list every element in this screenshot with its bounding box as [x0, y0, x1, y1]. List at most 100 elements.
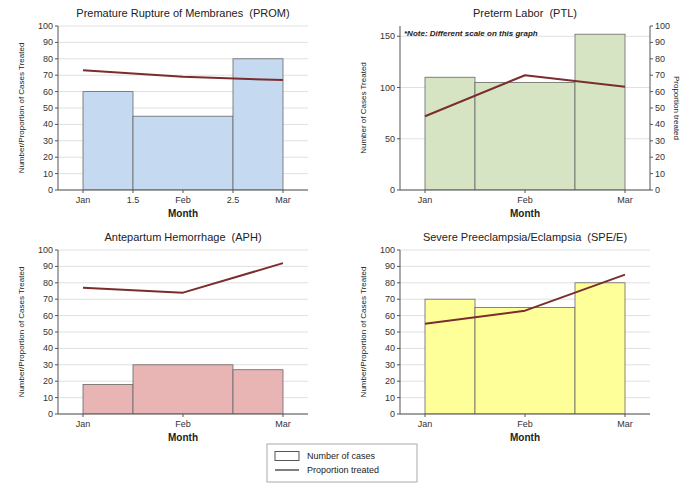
x-tick-label: Jan — [76, 195, 91, 205]
x-tick-label: 1.5 — [127, 195, 140, 205]
grid-line — [400, 266, 650, 267]
y2-label: Proportion treated — [672, 76, 681, 140]
y-tick-label: 50 — [385, 134, 395, 144]
y2-tick — [650, 157, 653, 158]
y2-tick-label: 100 — [655, 21, 670, 31]
y-tick — [55, 266, 58, 267]
y-tick-label: 0 — [48, 185, 53, 195]
y-tick — [55, 58, 58, 59]
y-tick — [55, 124, 58, 125]
y-tick-label: 10 — [385, 393, 395, 403]
y2-tick-label: 40 — [655, 119, 665, 129]
line — [83, 263, 283, 293]
x-tick — [525, 414, 526, 417]
y-tick — [55, 75, 58, 76]
y-label: Number/Proportion of Cases Treated — [17, 267, 26, 398]
x-tick — [625, 190, 626, 193]
y-tick-label: 10 — [43, 169, 53, 179]
grid-line — [58, 26, 308, 27]
y-tick — [55, 414, 58, 415]
y-tick-label: 40 — [43, 119, 53, 129]
y-tick-label: 70 — [43, 70, 53, 80]
y-tick-label: 40 — [385, 343, 395, 353]
panel: 0501001500102030405060708090100JanFebMar… — [359, 7, 681, 219]
x-tick — [425, 190, 426, 193]
x-label: Month — [168, 208, 198, 219]
panel: 0102030405060708090100Jan1.5Feb2.5MarPre… — [17, 7, 308, 219]
y-tick-label: 30 — [43, 136, 53, 146]
y-tick — [55, 173, 58, 174]
y2-tick — [650, 124, 653, 125]
y-tick — [55, 364, 58, 365]
y-tick-label: 20 — [43, 152, 53, 162]
x-tick — [283, 414, 284, 417]
x-tick-label: Jan — [418, 195, 433, 205]
y-tick — [397, 87, 400, 88]
y-tick — [55, 381, 58, 382]
legend-label: Proportion treated — [307, 465, 379, 475]
y-tick-label: 0 — [390, 185, 395, 195]
y-tick-label: 80 — [43, 278, 53, 288]
grid-line — [58, 282, 308, 283]
x-label: Month — [510, 432, 540, 443]
x-tick — [183, 414, 184, 417]
y2-tick-label: 80 — [655, 54, 665, 64]
legend-label: Number of cases — [307, 451, 376, 461]
y-tick — [55, 190, 58, 191]
y-label: Number of Cases Treated — [359, 62, 368, 154]
y-tick — [55, 91, 58, 92]
y-tick — [397, 36, 400, 37]
grid-line — [400, 250, 650, 251]
plot-area — [425, 34, 625, 190]
x-tick — [283, 190, 284, 193]
y2-tick-label: 50 — [655, 103, 665, 113]
y-tick-label: 50 — [43, 103, 53, 113]
annotation: *Note: Different scale on this graph — [404, 29, 538, 38]
legend-frame — [267, 444, 417, 482]
x-tick-label: Mar — [617, 419, 633, 429]
y-tick — [397, 138, 400, 139]
y-tick — [397, 364, 400, 365]
line — [425, 75, 625, 116]
y-tick — [397, 397, 400, 398]
y-tick-label: 40 — [43, 343, 53, 353]
panel: 0102030405060708090100JanFebMarAntepartu… — [17, 231, 308, 443]
y2-tick — [650, 140, 653, 141]
y-tick-label: 60 — [385, 311, 395, 321]
y2-tick — [650, 75, 653, 76]
y2-tick — [650, 173, 653, 174]
title: Premature Rupture of Membranes (PROM) — [76, 7, 289, 19]
y-tick — [55, 157, 58, 158]
x-tick-label: Feb — [175, 195, 191, 205]
bar — [233, 370, 283, 414]
y-tick — [55, 299, 58, 300]
y2-tick — [650, 108, 653, 109]
bar — [575, 283, 625, 414]
y-label: Number/Proportion of Cases Treated — [359, 267, 368, 398]
y2-tick — [650, 26, 653, 27]
y2-tick-label: 10 — [655, 169, 665, 179]
y-tick-label: 90 — [385, 261, 395, 271]
x-tick-label: Feb — [175, 419, 191, 429]
y-tick — [55, 397, 58, 398]
y-tick — [397, 381, 400, 382]
grid-line — [58, 250, 308, 251]
y-tick-label: 50 — [43, 327, 53, 337]
bar — [133, 365, 233, 414]
y-tick-label: 0 — [48, 409, 53, 419]
bar — [83, 384, 133, 414]
grid-line — [58, 299, 308, 300]
y-tick-label: 90 — [43, 37, 53, 47]
y2-tick-label: 20 — [655, 152, 665, 162]
x-tick — [525, 190, 526, 193]
y-tick-label: 20 — [43, 376, 53, 386]
y-tick — [397, 266, 400, 267]
y-tick — [55, 332, 58, 333]
title: Severe Preeclampsia/Eclampsia (SPE/E) — [423, 231, 627, 243]
y-tick — [397, 282, 400, 283]
y-tick-label: 150 — [380, 31, 395, 41]
y-tick-label: 100 — [38, 21, 53, 31]
y-tick — [397, 299, 400, 300]
y2-tick-label: 60 — [655, 87, 665, 97]
y-tick-label: 0 — [390, 409, 395, 419]
